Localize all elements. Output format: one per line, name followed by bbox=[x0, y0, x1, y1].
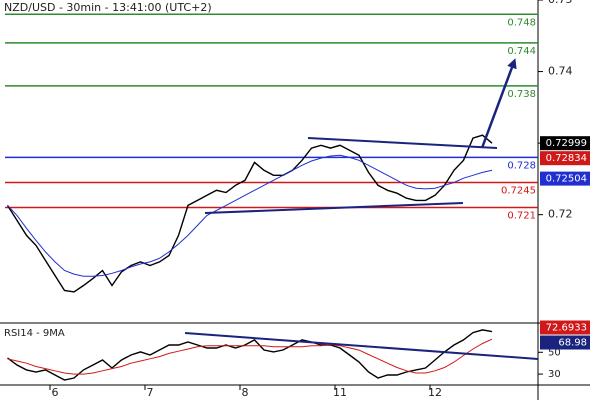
level-label: 0.744 bbox=[507, 46, 536, 57]
series-line bbox=[7, 154, 493, 277]
y-tick-label: 30 bbox=[548, 369, 561, 380]
level-label: 0.728 bbox=[507, 160, 536, 171]
price-tag bbox=[540, 151, 590, 166]
level-label: 0.748 bbox=[507, 17, 536, 28]
price-tag-label: 72.6933 bbox=[546, 323, 587, 334]
x-tick-label: 8 bbox=[242, 386, 249, 399]
y-tick-label: 0.74 bbox=[548, 65, 573, 78]
x-tick-label: 11 bbox=[333, 386, 347, 399]
projection-arrow bbox=[480, 58, 517, 149]
series-line bbox=[6, 134, 493, 293]
y-tick-label: 0.72 bbox=[548, 208, 573, 221]
rsi-title: RSI14 - 9MA bbox=[4, 328, 65, 339]
trendline bbox=[307, 137, 498, 149]
chart-title: NZD/USD - 30min - 13:41:00 (UTC+2) bbox=[4, 1, 212, 14]
price-tag-label: 0.72834 bbox=[546, 153, 587, 164]
price-tag-label: 68.98 bbox=[558, 338, 587, 349]
price-tag bbox=[540, 335, 590, 350]
x-tick-label: 7 bbox=[147, 386, 154, 399]
rsi-trendline bbox=[184, 332, 539, 360]
price-tag bbox=[540, 320, 590, 335]
level-label: 0.7245 bbox=[501, 185, 536, 196]
price-tag bbox=[540, 171, 590, 186]
price-tag bbox=[540, 136, 590, 151]
price-tag-label: 0.72504 bbox=[546, 174, 587, 185]
price-tag-label: 0.72999 bbox=[546, 138, 587, 149]
x-tick-label: 6 bbox=[52, 386, 59, 399]
trendline bbox=[204, 202, 464, 214]
x-tick-label: 12 bbox=[428, 386, 442, 399]
level-label: 0.721 bbox=[507, 211, 536, 222]
level-label: 0.738 bbox=[507, 89, 536, 100]
series-line bbox=[7, 338, 493, 375]
plot-layer: 67811120.750.740.730.720.7480.7440.7380.… bbox=[5, 0, 590, 399]
y-tick-label: 50 bbox=[548, 347, 561, 358]
y-tick-label: 0.75 bbox=[548, 0, 573, 6]
series-line bbox=[7, 329, 493, 381]
